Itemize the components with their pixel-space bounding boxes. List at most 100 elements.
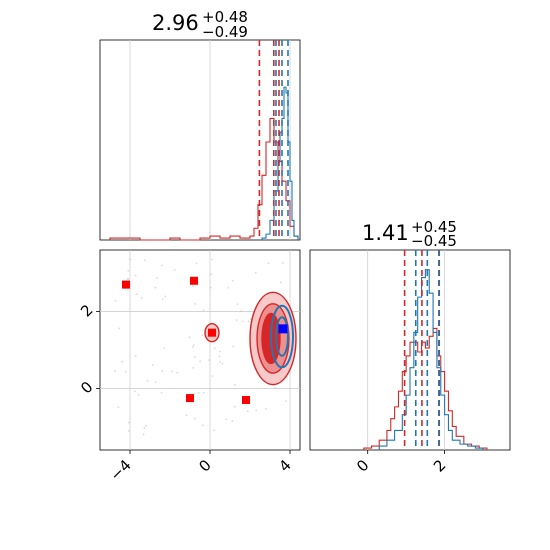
panel-joint-sample-point	[114, 299, 117, 302]
panel-marginal-2-title-sub: −0.45	[411, 232, 457, 250]
panel-joint-sample-point	[192, 366, 195, 369]
panel-marginal-2-x-tick-label: 0	[353, 456, 372, 475]
panel-marginal-2-title-sup: +0.45	[411, 218, 457, 236]
panel-joint-sample-point	[240, 310, 243, 313]
panel-joint-sample-point	[194, 417, 196, 420]
panel-joint-sample-point	[193, 392, 196, 395]
panel-joint-x-tick-label: −4	[106, 456, 134, 484]
panel-joint-sample-point	[137, 394, 140, 396]
panel-joint-y-tick-label: 2	[77, 301, 96, 320]
panel-joint-sample-point	[140, 296, 143, 299]
panel-marginal-1-title-value: 2.96	[152, 11, 199, 35]
panel-joint-red-square-marker	[242, 396, 250, 404]
panel-joint-sample-point	[202, 392, 205, 394]
panel-joint-frame	[99, 249, 301, 451]
panel-marginal-1-quantile-lines	[258, 40, 289, 240]
panel-marginal-1-histograms	[109, 86, 299, 241]
panel-joint-sample-point	[142, 433, 145, 436]
panel-joint-sample-point	[282, 262, 284, 264]
panel-joint-sample-point	[192, 285, 194, 288]
panel-joint-y-tick-label: 0	[77, 378, 96, 397]
panel-joint-sample-point	[247, 320, 250, 323]
panel-joint-sample-point	[202, 309, 205, 312]
panel-marginal-2-quantile-lines	[403, 250, 441, 450]
panel-joint-sample-point	[156, 277, 158, 280]
panel-joint-sample-point	[146, 379, 149, 382]
panel-joint-sample-point	[160, 391, 163, 394]
panel-joint-sample-point	[144, 424, 147, 427]
panel-marginal-2-hist-series-1	[378, 269, 484, 450]
panel-joint-red-square-marker	[208, 328, 216, 337]
panel-joint-red-square-marker	[186, 394, 194, 403]
panel-marginal-2-title-value: 1.41	[362, 221, 409, 245]
panel-joint-red-square-marker	[190, 276, 198, 285]
panel-joint-sample-point	[219, 361, 221, 363]
panel-joint-sample-point	[267, 262, 270, 265]
panel-joint-sample-point	[279, 281, 282, 284]
panel-joint-sample-point	[209, 286, 212, 289]
panel-marginal-2-histograms	[363, 269, 488, 450]
panel-joint-sample-point	[134, 355, 137, 357]
panel-joint-sample-point	[199, 360, 201, 363]
panel-joint-sample-point	[231, 420, 234, 422]
panel-joint-sample-point	[210, 273, 213, 276]
panel-marginal-1: 2.96 +0.48 −0.49	[99, 8, 301, 241]
panel-marginal-2-title: 1.41	[362, 221, 409, 245]
panel-joint-sample-point	[232, 345, 235, 348]
panel-joint-sample-point	[212, 429, 215, 432]
panel-joint-blue-contour-1	[275, 316, 289, 357]
panel-joint-sample-point	[163, 347, 166, 350]
panel-joint-sample-point	[121, 360, 124, 363]
panel-joint-scatter-points	[114, 258, 287, 436]
panel-marginal-2-grid	[367, 250, 446, 450]
panel-joint-sample-point	[254, 271, 257, 274]
panel-joint-sample-point	[227, 286, 230, 289]
panel-joint-sample-point	[185, 414, 188, 417]
panel-joint-sample-point	[225, 418, 228, 421]
panel-joint-sample-point	[176, 371, 179, 374]
panel-joint-sample-point	[218, 355, 221, 358]
panel-joint-sample-point	[211, 375, 214, 378]
panel-joint-sample-point	[211, 258, 214, 261]
panel-joint-sample-point	[234, 405, 236, 408]
panel-joint-sample-point	[154, 286, 157, 289]
panel-joint-sample-point	[143, 259, 146, 262]
panel-marginal-2-hist-series-0	[363, 327, 488, 450]
panel-joint-sample-point	[201, 334, 204, 337]
panel-joint-sample-point	[202, 424, 204, 427]
panel-joint-sample-point	[161, 264, 163, 267]
panel-joint-y-tick-labels: 02	[77, 301, 100, 397]
panel-joint-sample-point	[221, 362, 224, 365]
panel-joint-blue-contour-0	[270, 304, 294, 369]
panel-joint-x-tick-label: 4	[275, 456, 294, 475]
panel-joint-sample-point	[192, 344, 195, 346]
panel-joint-sample-point	[117, 406, 120, 409]
panel-joint-x-tick-label: 0	[195, 456, 214, 475]
panel-joint-sample-point	[285, 400, 287, 403]
panel-marginal-1-title-sup: +0.48	[202, 8, 248, 26]
panel-joint-blue-square-marker	[278, 324, 288, 334]
panel-joint-sample-point	[173, 269, 176, 271]
panel-joint-sample-point	[242, 320, 244, 323]
panel-marginal-2-frame	[309, 249, 511, 451]
panel-joint-sample-point	[218, 350, 221, 353]
panel-joint-sample-point	[195, 262, 198, 265]
panel-joint-sample-point	[231, 279, 234, 282]
panel-marginal-1-hist-series-1	[261, 86, 299, 240]
panel-joint-sample-point	[246, 410, 249, 413]
panel-joint-sample-point	[126, 277, 129, 280]
panel-joint-sample-point	[197, 391, 200, 394]
panel-joint-sample-point	[164, 295, 167, 298]
panel-joint-sample-point	[194, 302, 197, 305]
panel-joint-sample-point	[127, 429, 130, 432]
panel-joint-sample-point	[151, 364, 154, 366]
panel-joint-sample-point	[134, 274, 137, 277]
panel-joint-sample-point	[133, 390, 136, 393]
panel-joint-sample-point	[161, 370, 164, 372]
panel-joint-sample-point	[191, 346, 194, 348]
panel-joint-markers	[122, 276, 288, 404]
panel-joint-sample-point	[208, 359, 210, 361]
panel-joint-sample-point	[154, 381, 157, 384]
